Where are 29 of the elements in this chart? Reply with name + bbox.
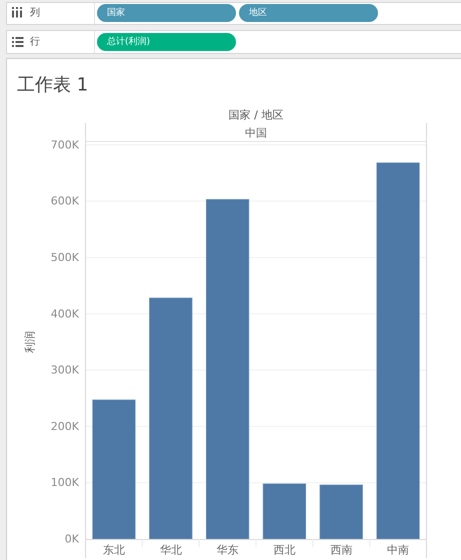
text: 中国	[245, 126, 267, 140]
x-tick-label: 中南	[387, 544, 410, 556]
y-tick-label: 0K	[64, 532, 80, 546]
y-tick-label: 200K	[50, 420, 80, 433]
bar	[92, 400, 136, 540]
bar	[320, 484, 363, 540]
bar	[376, 162, 420, 540]
x-tick-label: 西北	[273, 544, 296, 556]
y-tick-label: 100K	[50, 476, 80, 490]
bar	[149, 298, 192, 540]
y-tick-label: 400K	[50, 307, 80, 320]
y-tick-label: 300K	[50, 364, 80, 377]
x-tick-label: 华东	[216, 544, 239, 556]
text: 行	[30, 36, 40, 48]
x-tick-label: 东北	[102, 544, 125, 556]
chart-title: 工作表 1	[17, 74, 88, 96]
y-axis-title: 利润	[24, 331, 36, 353]
text: 地区	[248, 7, 267, 18]
bar	[206, 199, 250, 540]
y-tick-label: 600K	[50, 194, 80, 208]
x-tick-label: 华北	[160, 544, 182, 556]
x-tick-label: 西南	[330, 544, 352, 556]
text: 列	[30, 8, 40, 18]
x-axis-title: 国家 / 地区	[228, 108, 284, 122]
y-tick-label: 700K	[50, 138, 80, 152]
text: 总计(利润)	[106, 36, 150, 47]
bar	[262, 484, 306, 540]
text: 国家	[107, 7, 125, 18]
y-tick-label: 500K	[50, 250, 80, 264]
